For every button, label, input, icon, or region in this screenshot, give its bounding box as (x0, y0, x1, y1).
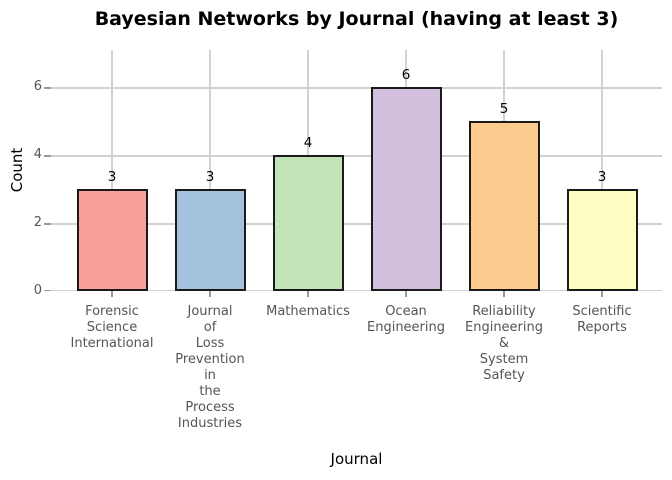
x-tick (601, 291, 603, 297)
y-tick (44, 289, 51, 291)
gridline-h (51, 155, 662, 157)
x-tick (111, 291, 113, 297)
y-tick-label: 2 (33, 215, 42, 231)
bar (174, 189, 246, 291)
chart-title: Bayesian Networks by Journal (having at … (94, 8, 619, 30)
x-tick-label: Mathematics (266, 304, 350, 319)
gridline-v (601, 50, 603, 291)
y-tick (44, 155, 51, 157)
x-tick (503, 291, 505, 297)
x-tick (307, 291, 309, 297)
x-tick (405, 291, 407, 297)
bar-value-label: 5 (499, 101, 509, 118)
x-tick (209, 291, 211, 297)
bar (76, 189, 148, 291)
x-tick-label: Reliability Engineering & System Safety (465, 304, 543, 383)
bar (468, 121, 540, 291)
x-axis-title: Journal (330, 450, 383, 468)
gridline-v (111, 50, 113, 291)
bar-value-label: 3 (107, 169, 117, 186)
bar-value-label: 4 (303, 135, 313, 152)
bar (370, 87, 442, 291)
bar (272, 155, 344, 291)
x-tick-label: Journal of Loss Prevention in the Proces… (175, 304, 245, 431)
y-tick-label: 4 (33, 147, 42, 163)
plot-panel: 3 3 4 6 5 3 (51, 50, 662, 291)
y-tick (44, 223, 51, 225)
gridline-h (51, 289, 662, 291)
gridline-v (209, 50, 211, 291)
bar (566, 189, 638, 291)
x-tick-label: Scientific Reports (572, 304, 632, 335)
x-tick-label: Ocean Engineering (367, 304, 445, 335)
y-tick-label: 6 (33, 79, 42, 95)
gridline-h (51, 87, 662, 89)
gridline-h (51, 223, 662, 225)
bar-value-label: 3 (597, 169, 607, 186)
x-tick-label: Forensic Science International (70, 304, 154, 351)
y-tick (44, 87, 51, 89)
y-tick-label: 0 (33, 283, 42, 298)
bar-value-label: 3 (205, 169, 215, 186)
bar-value-label: 6 (401, 67, 411, 84)
